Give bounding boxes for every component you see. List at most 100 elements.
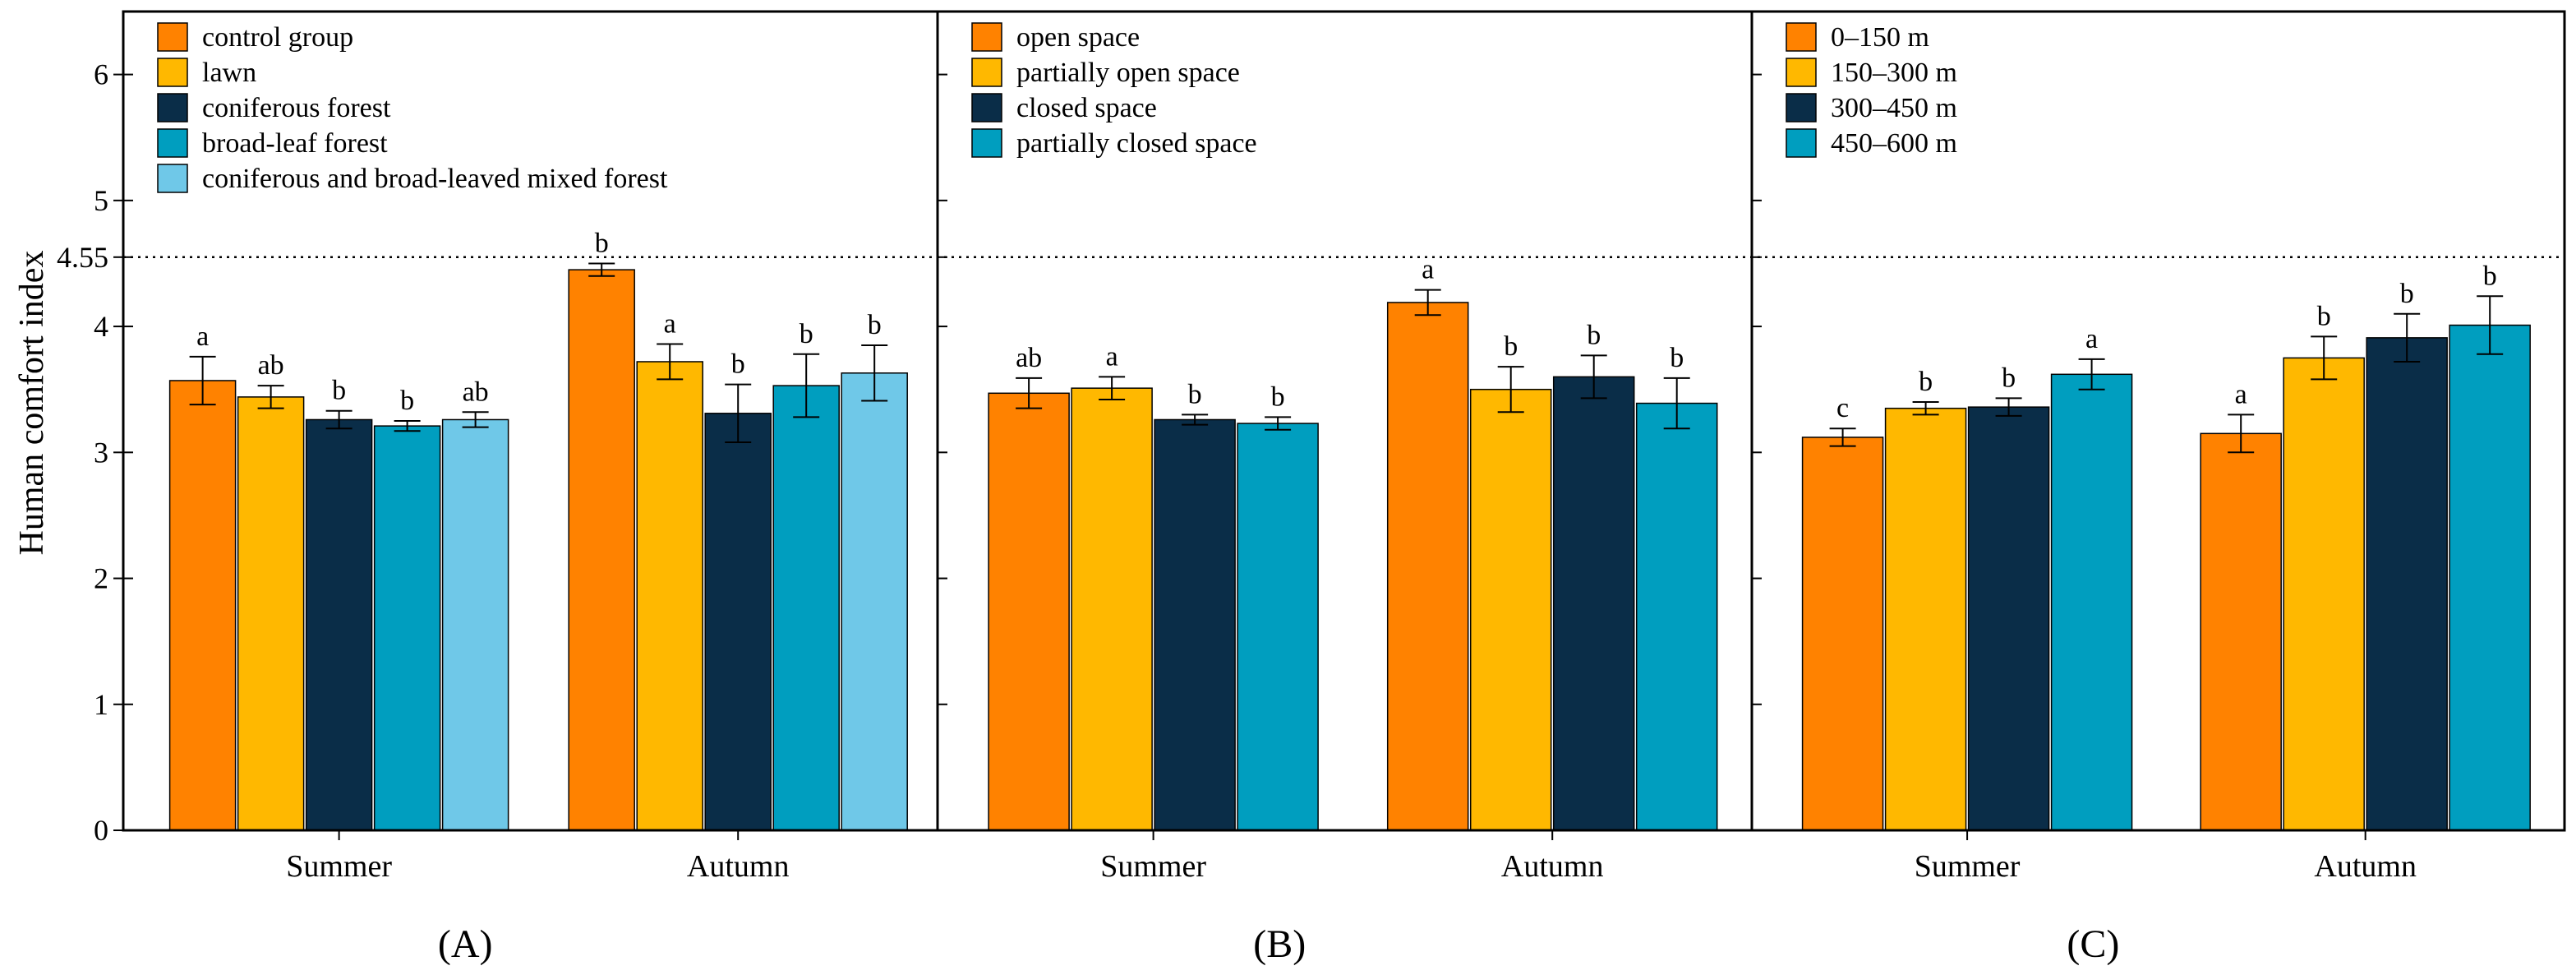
significance-letter: b xyxy=(1919,367,1933,397)
legends: control group lawn coniferous forest broad-… xyxy=(157,22,1957,194)
significance-letter: b xyxy=(1271,381,1285,412)
bar xyxy=(1071,387,1153,831)
significance-letter: c xyxy=(1836,393,1849,423)
legend-swatch xyxy=(157,93,188,122)
legend-label: 150–300 m xyxy=(1831,58,1957,88)
significance-letter: b xyxy=(1504,331,1518,362)
significance-letter: ab xyxy=(1016,343,1042,373)
legend-label: 450–600 m xyxy=(1831,128,1957,159)
legend-label: lawn xyxy=(202,58,256,88)
bar xyxy=(704,413,772,831)
panel-label: (A) xyxy=(438,922,493,966)
y-tick-label: 1 xyxy=(94,688,108,721)
bar xyxy=(441,418,509,831)
bar xyxy=(168,380,237,831)
bar xyxy=(2050,373,2133,831)
x-tick-label: Autumn xyxy=(2314,849,2417,884)
x-tick-label: Summer xyxy=(286,849,392,884)
bar xyxy=(2449,324,2531,831)
significance-letter: b xyxy=(2400,279,2414,309)
significance-letter: ab xyxy=(258,350,284,381)
legend-label: coniferous forest xyxy=(202,93,391,123)
legend-label: 0–150 m xyxy=(1831,22,1929,53)
bar xyxy=(841,372,908,831)
significance-letter: a xyxy=(2235,379,2247,409)
significance-letter: b xyxy=(2317,301,2331,331)
legend-label: broad-leaf forest xyxy=(202,128,388,159)
bar xyxy=(1386,302,1469,831)
significance-letter: b xyxy=(731,349,745,380)
legend-swatch xyxy=(157,128,188,158)
bar xyxy=(1967,406,2050,831)
significance-letter: a xyxy=(664,309,676,340)
panel-label: (B) xyxy=(1253,922,1306,966)
y-tick-label: 4.55 xyxy=(57,241,108,274)
bar xyxy=(2283,357,2365,831)
legend-swatch xyxy=(1786,128,1817,158)
error-bars xyxy=(189,262,2504,454)
bars xyxy=(168,269,2531,831)
bar xyxy=(772,385,840,831)
bar xyxy=(1237,423,1319,831)
y-tick-label: 6 xyxy=(94,58,108,91)
legend-swatch xyxy=(1786,58,1817,87)
significance-letter: b xyxy=(400,386,414,416)
legend-swatch xyxy=(971,128,1002,158)
bar xyxy=(988,392,1070,831)
significance-letter: b xyxy=(800,319,813,349)
x-tick-label: Summer xyxy=(1915,849,2021,884)
legend-label: closed space xyxy=(1016,93,1157,123)
y-tick-label: 5 xyxy=(94,184,108,217)
bar xyxy=(1154,418,1236,831)
significance-letter: b xyxy=(1670,343,1684,373)
significance-letter: b xyxy=(595,228,609,258)
legend-swatch xyxy=(157,164,188,193)
legend-label: partially closed space xyxy=(1016,128,1257,159)
y-tick-label: 2 xyxy=(94,562,108,595)
bar xyxy=(305,418,373,831)
bar xyxy=(1635,402,1718,831)
bar xyxy=(1801,437,1884,831)
significance-letter: a xyxy=(196,321,209,352)
bar xyxy=(568,269,635,831)
bar xyxy=(373,425,441,831)
bar xyxy=(1552,376,1635,831)
bar xyxy=(237,396,305,831)
legend-label: partially open space xyxy=(1016,58,1240,88)
y-tick-label: 4 xyxy=(94,310,108,343)
y-axis-label: Human comfort index xyxy=(13,251,51,556)
bar xyxy=(2366,337,2448,831)
significance-letter: a xyxy=(1106,341,1118,372)
x-tick-label: Summer xyxy=(1100,849,1206,884)
legend-label: control group xyxy=(202,22,353,53)
bar xyxy=(2200,432,2282,831)
legend-swatch xyxy=(1786,22,1817,52)
y-tick-label: 0 xyxy=(94,814,108,847)
legend-swatch xyxy=(157,58,188,87)
legend-swatch xyxy=(1786,93,1817,122)
significance-letter: b xyxy=(332,376,346,406)
bar xyxy=(1469,388,1552,831)
panel-label: (C) xyxy=(2067,922,2119,966)
axes: Summer Autumn 0 1 2 3 4 4.55 5 6 (A) Summer Autumn (B… xyxy=(57,10,2566,966)
panel-frame xyxy=(1750,10,2566,832)
x-tick-label: Autumn xyxy=(687,849,790,884)
significance-letter: a xyxy=(2085,324,2098,354)
y-tick-label: 3 xyxy=(94,436,108,469)
significance-letter: b xyxy=(2002,363,2016,393)
legend-label: 300–450 m xyxy=(1831,93,1957,123)
bar xyxy=(636,361,703,831)
legend-swatch xyxy=(157,22,188,52)
legend-label: coniferous and broad-leaved mixed forest xyxy=(202,164,668,194)
legend-swatch xyxy=(971,22,1002,52)
legend-swatch xyxy=(971,93,1002,122)
significance-letter: b xyxy=(1188,379,1202,409)
legend-swatch xyxy=(971,58,1002,87)
significance-letter: b xyxy=(868,310,882,340)
significance-letter: ab xyxy=(463,377,489,407)
legend-label: open space xyxy=(1016,22,1140,53)
x-tick-label: Autumn xyxy=(1501,849,1604,884)
significance-letter: b xyxy=(2483,261,2497,291)
